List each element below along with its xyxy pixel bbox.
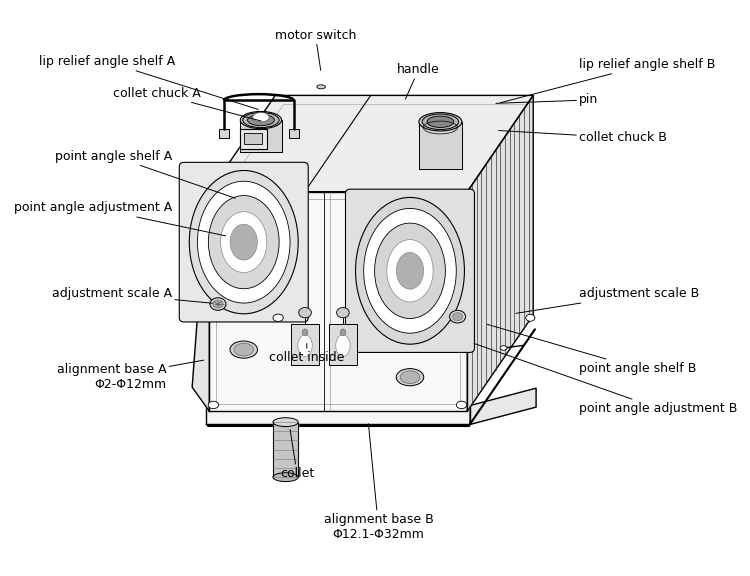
Text: lip relief angle shelf B: lip relief angle shelf B bbox=[500, 58, 716, 103]
Polygon shape bbox=[192, 168, 209, 411]
Ellipse shape bbox=[427, 116, 454, 127]
Ellipse shape bbox=[500, 346, 507, 350]
Ellipse shape bbox=[209, 401, 218, 408]
FancyBboxPatch shape bbox=[329, 324, 357, 365]
Polygon shape bbox=[470, 388, 536, 425]
Ellipse shape bbox=[253, 112, 269, 122]
Ellipse shape bbox=[364, 209, 456, 333]
Ellipse shape bbox=[396, 252, 424, 289]
Ellipse shape bbox=[387, 240, 433, 302]
Ellipse shape bbox=[230, 224, 257, 260]
Ellipse shape bbox=[396, 369, 424, 386]
Ellipse shape bbox=[296, 333, 306, 340]
Ellipse shape bbox=[243, 112, 279, 128]
Ellipse shape bbox=[248, 115, 274, 126]
Text: collet chuck B: collet chuck B bbox=[499, 131, 667, 145]
Text: adjustment scale A: adjustment scale A bbox=[52, 287, 212, 303]
Text: point angle adjustment A: point angle adjustment A bbox=[13, 201, 226, 236]
Text: collet inside: collet inside bbox=[269, 343, 344, 364]
Text: alignment base B
Φ12.1-Φ32mm: alignment base B Φ12.1-Φ32mm bbox=[323, 424, 434, 541]
Polygon shape bbox=[206, 406, 470, 425]
Ellipse shape bbox=[308, 333, 318, 340]
FancyBboxPatch shape bbox=[239, 128, 267, 149]
FancyBboxPatch shape bbox=[346, 189, 475, 353]
Text: handle: handle bbox=[398, 63, 440, 99]
Ellipse shape bbox=[336, 335, 350, 357]
Ellipse shape bbox=[302, 329, 308, 336]
Ellipse shape bbox=[230, 341, 257, 358]
Text: collet chuck A: collet chuck A bbox=[113, 86, 261, 121]
Polygon shape bbox=[273, 422, 298, 477]
Ellipse shape bbox=[422, 114, 459, 130]
Ellipse shape bbox=[298, 308, 311, 318]
Polygon shape bbox=[209, 96, 533, 192]
Ellipse shape bbox=[209, 196, 279, 289]
Ellipse shape bbox=[234, 343, 254, 356]
Ellipse shape bbox=[400, 371, 420, 384]
Ellipse shape bbox=[340, 329, 346, 336]
Ellipse shape bbox=[273, 314, 284, 321]
FancyBboxPatch shape bbox=[179, 162, 308, 322]
Text: motor switch: motor switch bbox=[274, 29, 356, 70]
Text: lip relief angle shelf A: lip relief angle shelf A bbox=[39, 55, 258, 109]
Ellipse shape bbox=[273, 473, 298, 482]
FancyBboxPatch shape bbox=[291, 324, 319, 365]
FancyBboxPatch shape bbox=[289, 128, 299, 138]
Text: collet: collet bbox=[280, 430, 314, 480]
Polygon shape bbox=[467, 96, 533, 411]
FancyBboxPatch shape bbox=[219, 128, 229, 138]
Polygon shape bbox=[419, 122, 462, 169]
Ellipse shape bbox=[457, 401, 466, 408]
Text: point angle adjustment B: point angle adjustment B bbox=[474, 343, 737, 415]
Ellipse shape bbox=[220, 212, 267, 272]
Ellipse shape bbox=[298, 335, 312, 357]
Ellipse shape bbox=[240, 111, 281, 128]
Polygon shape bbox=[209, 192, 467, 411]
Ellipse shape bbox=[526, 314, 535, 321]
Ellipse shape bbox=[210, 298, 226, 310]
Ellipse shape bbox=[316, 85, 326, 89]
Ellipse shape bbox=[449, 310, 466, 323]
Ellipse shape bbox=[374, 223, 446, 319]
Ellipse shape bbox=[356, 198, 464, 344]
Text: point angle shelf A: point angle shelf A bbox=[55, 150, 236, 198]
Text: pin: pin bbox=[496, 93, 598, 107]
Ellipse shape bbox=[337, 308, 350, 318]
Text: adjustment scale B: adjustment scale B bbox=[516, 287, 699, 313]
Ellipse shape bbox=[419, 112, 462, 131]
Ellipse shape bbox=[452, 313, 463, 321]
Ellipse shape bbox=[213, 300, 223, 308]
Ellipse shape bbox=[273, 418, 298, 427]
Text: point angle shelf B: point angle shelf B bbox=[488, 324, 697, 375]
Text: alignment base A
Φ2-Φ12mm: alignment base A Φ2-Φ12mm bbox=[57, 360, 204, 391]
Ellipse shape bbox=[197, 181, 290, 303]
Ellipse shape bbox=[189, 170, 298, 314]
Polygon shape bbox=[240, 120, 281, 151]
FancyBboxPatch shape bbox=[244, 133, 262, 144]
